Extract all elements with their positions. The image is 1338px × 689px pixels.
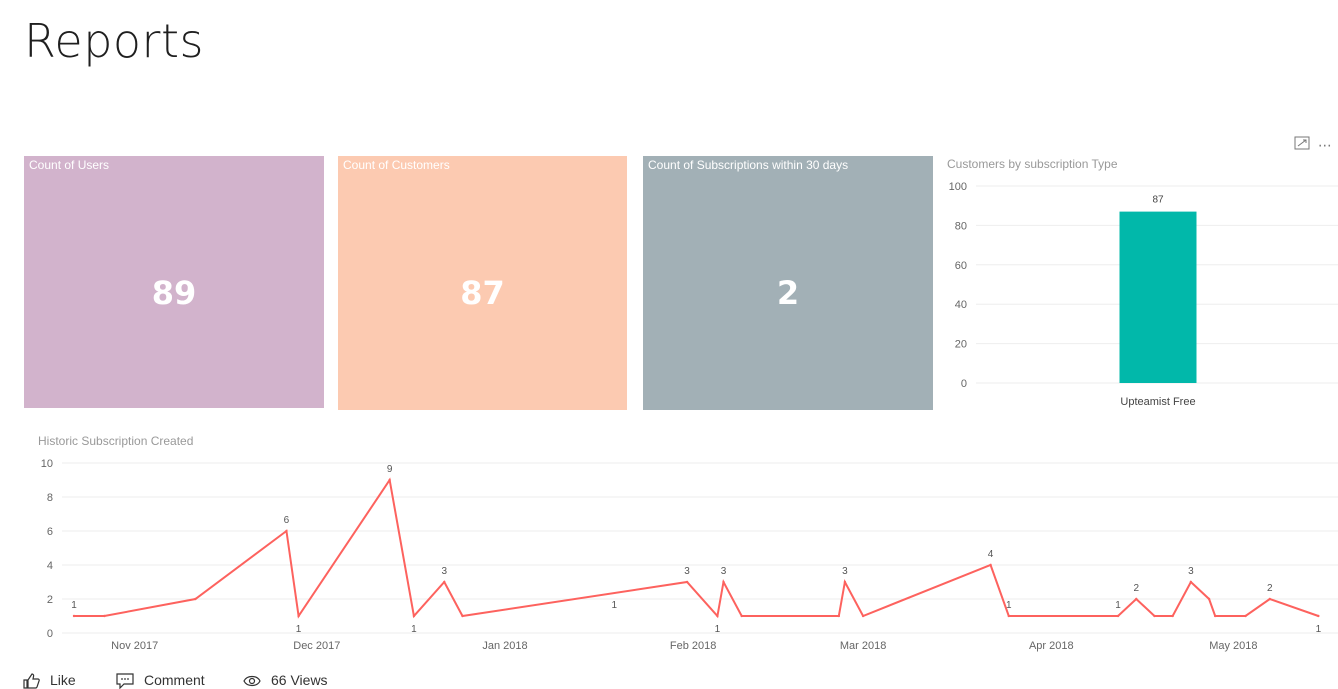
- tile-toolbar: ⋯: [1294, 136, 1336, 154]
- line-y-tick-label: 4: [47, 560, 53, 572]
- line-data-label: 6: [284, 515, 290, 526]
- card-label: Count of Users: [29, 158, 110, 172]
- line-chart[interactable]: 0 2 4 6 8 10 Nov 2017 Dec 2017 Jan 2018 Feb 2018 M…: [0, 452, 1338, 657]
- line-x-tick-label: Jan 2018: [482, 640, 527, 652]
- line-data-label: 1: [71, 600, 77, 611]
- line-data-label: 1: [611, 600, 617, 611]
- comment-label: Comment: [144, 672, 205, 688]
- line-data-label: 3: [842, 566, 848, 577]
- line-point: [1244, 614, 1247, 618]
- line-y-tick-label: 0: [47, 628, 53, 640]
- line-data-label: 1: [1006, 600, 1012, 611]
- bar-y-tick-label: 60: [955, 260, 967, 272]
- line-point: [685, 580, 689, 584]
- line-point: [388, 478, 391, 482]
- line-point: [843, 580, 847, 584]
- line-point: [72, 614, 76, 618]
- bar-y-tick-label: 80: [955, 220, 967, 232]
- line-point: [297, 614, 300, 618]
- line-point: [1171, 614, 1174, 618]
- line-x-tick-label: Dec 2017: [293, 640, 340, 652]
- line-point: [716, 614, 719, 618]
- like-label: Like: [50, 672, 76, 688]
- line-y-tick-label: 10: [41, 458, 53, 470]
- line-point: [837, 614, 841, 618]
- bar-y-tick-label: 100: [949, 181, 967, 193]
- card-value: 87: [460, 274, 505, 312]
- line-point: [1213, 614, 1217, 618]
- line-data-label: 9: [387, 464, 393, 475]
- comment-button[interactable]: Comment: [116, 672, 205, 689]
- line-point: [1189, 580, 1193, 584]
- comment-icon: [116, 673, 134, 689]
- line-point: [443, 580, 446, 584]
- line-y-tick-label: 2: [47, 594, 53, 606]
- line-data-label: 3: [684, 566, 690, 577]
- bar-y-tick-label: 0: [961, 378, 967, 390]
- line-point: [412, 614, 416, 618]
- card-count-of-users[interactable]: Count of Users 89: [24, 156, 324, 408]
- line-point: [861, 614, 865, 618]
- line-point: [1317, 614, 1320, 618]
- bar-mark: [1119, 211, 1197, 383]
- line-x-tick-label: Mar 2018: [840, 640, 886, 652]
- line-data-label: 1: [1115, 600, 1121, 611]
- bar-data-label: 87: [1152, 195, 1164, 206]
- line-data-label: 4: [988, 549, 994, 560]
- line-data-label: 2: [1267, 583, 1273, 594]
- line-data-label: 3: [1188, 566, 1194, 577]
- card-value: 2: [776, 274, 800, 312]
- bar-y-tick-label: 20: [955, 339, 967, 351]
- eye-icon: [243, 676, 261, 687]
- views-count: 66 Views: [243, 672, 328, 689]
- line-y-tick-label: 6: [47, 526, 53, 538]
- line-point: [740, 614, 743, 618]
- line-data-label: 3: [441, 566, 447, 577]
- page-title: Reports: [24, 14, 204, 68]
- line-point: [194, 597, 197, 601]
- line-x-tick-label: May 2018: [1209, 640, 1257, 652]
- line-point: [1007, 614, 1010, 618]
- line-data-label: 1: [411, 624, 417, 635]
- focus-mode-icon[interactable]: [1294, 136, 1310, 153]
- line-data-label: 2: [1133, 583, 1139, 594]
- more-options-icon[interactable]: ⋯: [1317, 137, 1332, 153]
- bar-y-tick-label: 40: [955, 299, 967, 311]
- card-value: 89: [151, 274, 197, 312]
- views-label: 66 Views: [271, 672, 328, 688]
- card-label: Count of Customers: [343, 158, 450, 172]
- line-point: [285, 529, 288, 533]
- card-count-of-subscriptions[interactable]: Count of Subscriptions within 30 days 2: [643, 156, 933, 410]
- bar-chart-title: Customers by subscription Type: [947, 157, 1118, 171]
- line-point: [722, 580, 725, 584]
- card-label: Count of Subscriptions within 30 days: [648, 158, 849, 172]
- line-y-tick-label: 8: [47, 492, 53, 504]
- line-chart-title: Historic Subscription Created: [38, 434, 194, 448]
- bar-category-label: Upteamist Free: [1120, 396, 1195, 408]
- line-data-label: 1: [296, 624, 302, 635]
- card-count-of-customers[interactable]: Count of Customers 87: [338, 156, 627, 410]
- line-x-tick-label: Feb 2018: [670, 640, 716, 652]
- line-point: [1207, 597, 1211, 601]
- line-point: [1268, 597, 1271, 601]
- line-data-label: 1: [715, 624, 721, 635]
- line-series: [74, 477, 1319, 619]
- line-point: [461, 614, 464, 618]
- thumbs-up-icon: [23, 673, 40, 689]
- line-x-tick-label: Nov 2017: [111, 640, 158, 652]
- line-point: [1153, 614, 1156, 618]
- bar-chart[interactable]: 0 20 40 60 80 100 87 Upteamist Free: [940, 175, 1338, 420]
- like-button[interactable]: Like: [22, 672, 76, 689]
- line-data-label: 3: [721, 566, 727, 577]
- line-point: [1135, 597, 1138, 601]
- line-point: [103, 614, 106, 618]
- line-point: [989, 563, 992, 567]
- line-data-label: 1: [1316, 624, 1322, 635]
- line-x-tick-label: Apr 2018: [1029, 640, 1074, 652]
- line-point: [1116, 614, 1120, 618]
